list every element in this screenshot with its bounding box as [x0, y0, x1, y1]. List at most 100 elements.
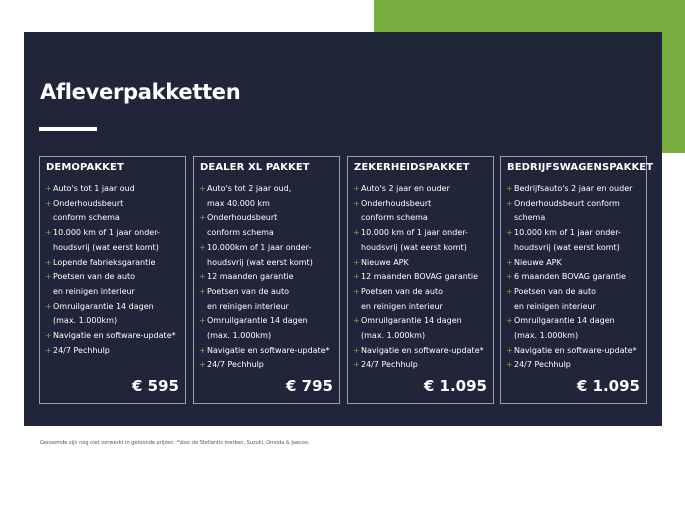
package-items: + Auto's tot 1 jaar oud + Onderhoudsbeurt co…	[45, 182, 182, 358]
package-item: + Auto's tot 1 jaar oud	[45, 182, 182, 197]
package-item-text: Omruilgarantie 14 dagen	[514, 316, 615, 326]
package-item-text: 12 maanden BOVAG garantie	[361, 272, 479, 282]
package-item: +24/7 Pechhulp	[45, 344, 182, 359]
package-item: + Navigatie en software-update*	[353, 344, 490, 359]
package-item: + Onderhoudsbeurt conform schema	[199, 211, 336, 240]
package-item: +6 maanden BOVAG garantie	[506, 270, 643, 285]
plus-icon: +	[45, 301, 52, 311]
plus-icon: +	[506, 184, 513, 193]
package-item: + Nieuwe APK	[506, 256, 643, 271]
package-item: + Onderhoudsbeurt conform schema	[353, 197, 490, 226]
plus-icon: +	[506, 228, 513, 238]
package-card-dealer-xl: DEALER XL PAKKET + Auto's tot 2 jaar oud,…	[193, 156, 340, 404]
plus-icon: +	[506, 316, 513, 326]
package-name: BEDRIJFSWAGENSPAKKET	[507, 162, 654, 173]
plus-icon: +	[45, 184, 52, 193]
plus-icon: +	[353, 316, 360, 326]
plus-icon: +	[353, 345, 360, 355]
plus-icon: +	[506, 198, 513, 208]
title-underline	[39, 127, 97, 131]
package-item-text: en reinigen interieur	[361, 301, 443, 311]
plus-icon: +	[353, 257, 360, 267]
package-item-text: 12 maanden garantie	[207, 272, 294, 282]
package-card-bedrijfswagen: BEDRIJFSWAGENSPAKKET + Bedrijfsauto's 2 j…	[500, 156, 653, 404]
package-item-text: houdsvrij (wat eerst komt)	[53, 242, 159, 252]
footnote: Genoemde zijn nog niet verwerkt in getoo…	[40, 440, 310, 446]
package-item: + Lopende fabrieksgarantie	[45, 256, 182, 271]
package-item-text: Navigatie en software-update*	[361, 345, 484, 355]
package-item-text: conform schema	[207, 228, 274, 238]
package-item: +10.000km of 1 jaar onder-houdsvrij (wat…	[199, 241, 336, 270]
package-item-text: conform schema	[53, 213, 120, 223]
package-item-text: Onderhoudsbeurt	[53, 198, 124, 208]
package-item: +10.000 km of 1 jaar onder-houdsvrij (wa…	[353, 226, 490, 255]
package-item-text: Poetsen van de auto	[53, 272, 135, 282]
package-item-text: (max. 1.000km)	[361, 331, 426, 341]
package-item-text: max 40.000 km	[207, 198, 270, 208]
package-item-text: 24/7 Pechhulp	[53, 345, 110, 355]
package-item: +10.000 km of 1 jaar onder-houdsvrij (wa…	[45, 226, 182, 255]
package-price: € 795	[286, 377, 333, 395]
package-item-text: en reinigen interieur	[207, 301, 289, 311]
package-item: + Poetsen van de auto en reinigen interieu…	[45, 270, 182, 299]
package-item-text: Omruilgarantie 14 dagen	[53, 301, 154, 311]
package-item: + Auto's tot 2 jaar oud, max 40.000 km	[199, 182, 336, 211]
package-item: + Omruilgarantie 14 dagen (max. 1.000km)	[199, 314, 336, 343]
package-item-text: 24/7 Pechhulp	[514, 360, 571, 370]
package-item: + Omruilgarantie 14 dagen (max. 1.000km)	[353, 314, 490, 343]
package-name: DEALER XL PAKKET	[200, 162, 310, 173]
package-card-demo: DEMOPAKKET + Auto's tot 1 jaar oud + Onderh…	[39, 156, 186, 404]
package-item-text: 10.000 km of 1 jaar onder-	[53, 228, 160, 238]
package-item: + Poetsen van de auto en reinigen interieu…	[353, 285, 490, 314]
package-item-text: 24/7 Pechhulp	[361, 360, 418, 370]
plus-icon: +	[45, 331, 52, 341]
package-item-text: Navigatie en software-update*	[207, 345, 330, 355]
package-item: + Onderhoudsbeurt conform schema	[45, 197, 182, 226]
package-item: +12 maanden BOVAG garantie	[353, 270, 490, 285]
plus-icon: +	[506, 360, 513, 370]
package-item-text: conform schema	[361, 213, 428, 223]
package-item-text: Auto's tot 1 jaar oud	[53, 184, 135, 193]
package-item: + Navigatie en software-update*	[506, 344, 643, 359]
package-item: +10.000 km of 1 jaar onder-houdsvrij (wa…	[506, 226, 643, 255]
plus-icon: +	[199, 242, 206, 252]
package-item: + Navigatie en software-update*	[45, 329, 182, 344]
package-item-text: Poetsen van de auto	[361, 286, 443, 296]
package-item: + Omruilgarantie 14 dagen (max. 1.000km)	[45, 300, 182, 329]
package-item-text: 10.000 km of 1 jaar onder-	[361, 228, 468, 238]
package-item-text: schema	[514, 213, 546, 223]
package-item-text: en reinigen interieur	[53, 286, 135, 296]
package-item: + Nieuwe APK	[353, 256, 490, 271]
package-item: + Poetsen van de auto en reinigen interieu…	[199, 285, 336, 314]
plus-icon: +	[353, 272, 360, 282]
plus-icon: +	[45, 228, 52, 238]
package-price: € 1.095	[423, 377, 487, 395]
page-title: Afleverpakketten	[40, 80, 241, 104]
package-item: + Onderhoudsbeurt conform schema	[506, 197, 643, 226]
package-item-text: (max. 1.000km)	[53, 316, 118, 326]
package-item-text: (max. 1.000km)	[514, 331, 579, 341]
package-price: € 1.095	[576, 377, 640, 395]
package-item-text: Onderhoudsbeurt conform	[514, 198, 620, 208]
package-item: + Poetsen van de auto en reinigen interieu…	[506, 285, 643, 314]
package-item-text: houdsvrij (wat eerst komt)	[207, 257, 313, 267]
package-name: ZEKERHEIDSPAKKET	[354, 162, 470, 173]
package-item: + Bedrijfsauto's 2 jaar en ouder	[506, 182, 643, 197]
package-item-text: Navigatie en software-update*	[53, 331, 176, 341]
plus-icon: +	[199, 316, 206, 326]
package-card-zekerheid: ZEKERHEIDSPAKKET + Auto's 2 jaar en ouder…	[347, 156, 494, 404]
plus-icon: +	[45, 198, 52, 208]
plus-icon: +	[199, 345, 206, 355]
package-item-text: Auto's tot 2 jaar oud,	[207, 184, 292, 193]
plus-icon: +	[45, 257, 52, 267]
package-items: + Auto's 2 jaar en ouder + Onderhoudsbeurt c…	[353, 182, 490, 373]
package-item-text: 6 maanden BOVAG garantie	[514, 272, 626, 282]
package-item-text: Nieuwe APK	[514, 257, 562, 267]
package-items: + Bedrijfsauto's 2 jaar en ouder + Onderhou…	[506, 182, 643, 373]
plus-icon: +	[353, 286, 360, 296]
plus-icon: +	[45, 345, 52, 355]
package-item: +24/7 Pechhulp	[353, 358, 490, 373]
package-item-text: Onderhoudsbeurt	[207, 213, 278, 223]
package-item: + Navigatie en software-update*	[199, 344, 336, 359]
package-item-text: (max. 1.000km)	[207, 331, 272, 341]
